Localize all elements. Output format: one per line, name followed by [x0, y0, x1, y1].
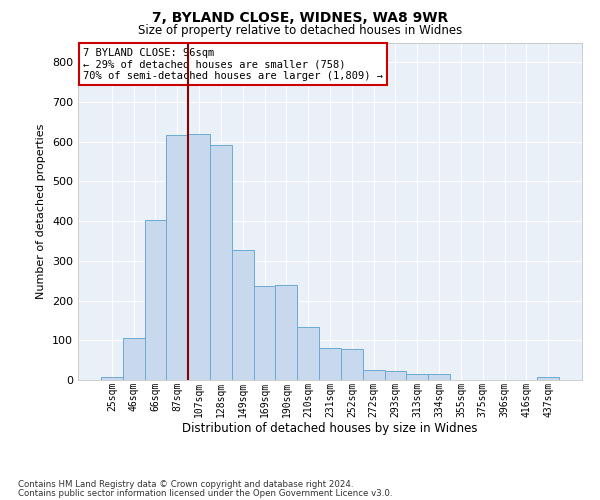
- Bar: [145, 220, 166, 380]
- Bar: [537, 377, 559, 380]
- Bar: [428, 374, 450, 380]
- Text: 7, BYLAND CLOSE, WIDNES, WA8 9WR: 7, BYLAND CLOSE, WIDNES, WA8 9WR: [152, 11, 448, 25]
- Bar: [166, 135, 188, 380]
- Bar: [341, 349, 363, 380]
- Bar: [210, 145, 232, 380]
- Text: Size of property relative to detached houses in Widnes: Size of property relative to detached ho…: [138, 24, 462, 37]
- Bar: [101, 377, 123, 380]
- Bar: [406, 374, 428, 380]
- Bar: [297, 327, 319, 380]
- Bar: [254, 286, 275, 380]
- Text: 7 BYLAND CLOSE: 96sqm
← 29% of detached houses are smaller (758)
70% of semi-det: 7 BYLAND CLOSE: 96sqm ← 29% of detached …: [83, 48, 383, 81]
- Bar: [232, 250, 254, 380]
- Bar: [319, 348, 341, 380]
- Bar: [275, 284, 297, 380]
- X-axis label: Distribution of detached houses by size in Widnes: Distribution of detached houses by size …: [182, 422, 478, 435]
- Bar: [385, 372, 406, 380]
- Bar: [188, 134, 210, 380]
- Y-axis label: Number of detached properties: Number of detached properties: [37, 124, 46, 299]
- Bar: [123, 338, 145, 380]
- Text: Contains HM Land Registry data © Crown copyright and database right 2024.: Contains HM Land Registry data © Crown c…: [18, 480, 353, 489]
- Text: Contains public sector information licensed under the Open Government Licence v3: Contains public sector information licen…: [18, 488, 392, 498]
- Bar: [363, 370, 385, 380]
